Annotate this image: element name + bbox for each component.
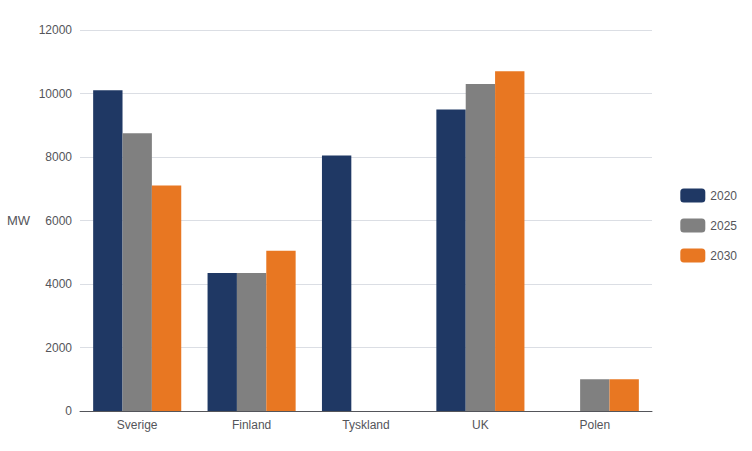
svg-text:Tyskland: Tyskland — [342, 418, 389, 432]
svg-text:4000: 4000 — [45, 277, 72, 291]
svg-text:2025: 2025 — [710, 219, 737, 233]
svg-text:Sverige: Sverige — [117, 418, 158, 432]
svg-text:2030: 2030 — [710, 249, 737, 263]
svg-text:Polen: Polen — [579, 418, 610, 432]
svg-text:8000: 8000 — [45, 150, 72, 164]
svg-text:Finland: Finland — [232, 418, 271, 432]
svg-text:2000: 2000 — [45, 341, 72, 355]
svg-text:6000: 6000 — [45, 214, 72, 228]
svg-text:10000: 10000 — [39, 87, 73, 101]
svg-text:UK: UK — [472, 418, 489, 432]
svg-text:2020: 2020 — [710, 189, 737, 203]
svg-text:MW: MW — [7, 213, 31, 228]
svg-text:0: 0 — [65, 404, 72, 418]
svg-text:12000: 12000 — [39, 23, 73, 37]
